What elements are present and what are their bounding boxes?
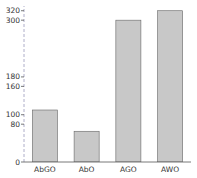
bar [116, 20, 141, 162]
y-axis-line [24, 6, 25, 162]
x-axis-line [24, 162, 191, 163]
y-tick-label: 300 [6, 16, 21, 25]
bar [74, 131, 99, 162]
chart: 0 80100 160180 300320 AbGO AbO AGO AWO [0, 0, 197, 178]
chart-container: 0 80100 160180 300320 AbGO AbO AGO AWO [0, 0, 197, 178]
bar [32, 110, 57, 162]
y-tick [21, 162, 24, 163]
x-tick-label: AbO [79, 165, 95, 174]
y-tick [21, 10, 24, 11]
x-tick-label: AWO [161, 165, 179, 174]
bars [32, 11, 182, 162]
x-tick-label: AbGO [34, 165, 56, 174]
y-tick [21, 86, 24, 87]
y-tick-label: 160 [6, 82, 21, 91]
y-tick-label: 80 [10, 120, 20, 129]
y-tick-label: 180 [6, 72, 21, 81]
y-tick-label: 320 [6, 6, 21, 15]
x-tick-label: AGO [120, 165, 137, 174]
y-tick-label: 0 [15, 158, 20, 167]
y-tick [21, 114, 24, 115]
y-tick [21, 124, 24, 125]
y-tick [21, 76, 24, 77]
y-tick [21, 20, 24, 21]
y-tick-label: 100 [6, 110, 21, 119]
bar [158, 11, 183, 162]
